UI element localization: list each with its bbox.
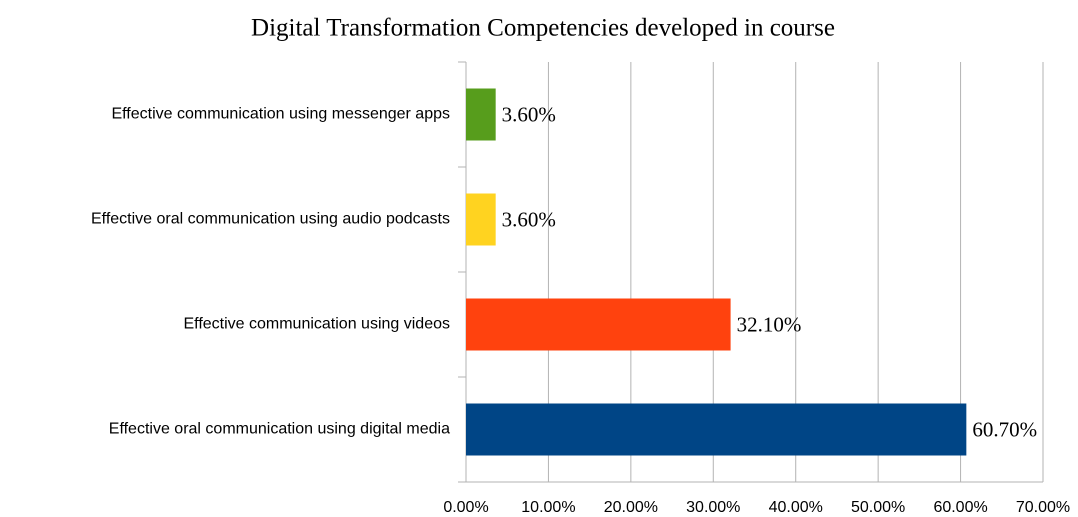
- value-label: 60.70%: [972, 417, 1037, 441]
- x-tick-label: 10.00%: [521, 499, 575, 516]
- bar: [466, 193, 496, 246]
- y-tick-label: Effective communication using videos: [183, 316, 450, 333]
- y-tick-label: Effective oral communication using digit…: [109, 421, 450, 438]
- value-label: 3.60%: [502, 102, 556, 126]
- x-tick-label: 20.00%: [604, 499, 658, 516]
- value-label: 3.60%: [502, 207, 556, 231]
- x-tick-label: 0.00%: [443, 499, 488, 516]
- y-tick-label: Effective communication using messenger …: [111, 106, 450, 123]
- value-label: 32.10%: [737, 312, 802, 336]
- y-tick-label: Effective oral communication using audio…: [91, 211, 450, 228]
- bar: [466, 88, 496, 141]
- x-tick-label: 50.00%: [851, 499, 905, 516]
- chart-title: Digital Transformation Competencies deve…: [251, 15, 835, 42]
- x-tick-label: 40.00%: [769, 499, 823, 516]
- bar: [466, 298, 731, 351]
- x-tick-label: 70.00%: [1016, 499, 1070, 516]
- x-tick-label: 30.00%: [686, 499, 740, 516]
- x-tick-label: 60.00%: [933, 499, 987, 516]
- bar: [466, 403, 967, 456]
